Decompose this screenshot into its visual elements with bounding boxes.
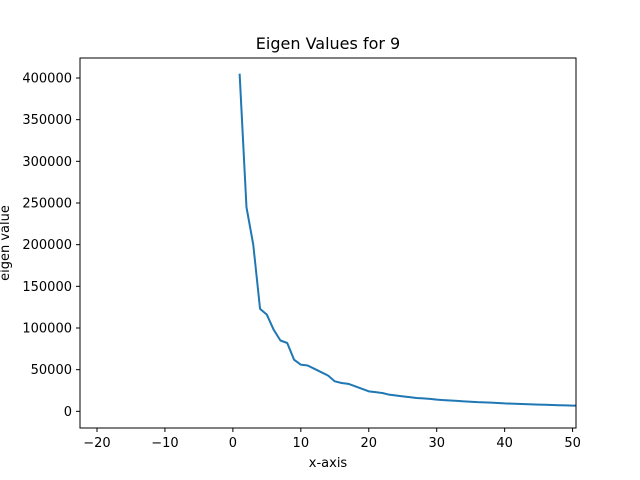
chart-title: Eigen Values for 9 [256,34,400,53]
y-tick-label: 100000 [22,322,72,337]
x-tick-label: 50 [564,436,581,451]
plot-frame [79,57,577,429]
x-tick-label: 40 [496,436,513,451]
series-line-0 [238,73,576,407]
x-tick-label: −10 [151,436,178,451]
y-tick-label: 50000 [31,363,72,378]
y-tick-label: 150000 [22,280,72,295]
y-tick-label: 200000 [22,238,72,253]
y-tick-label: 0 [64,405,72,420]
y-axis-title: eigen value [0,205,13,281]
y-tick-label: 350000 [22,113,72,128]
x-tick-label: 20 [360,436,377,451]
y-tick-label: 400000 [22,72,72,87]
x-tick-label: 30 [428,436,445,451]
x-tick-label: 0 [229,436,237,451]
x-tick-label: 10 [293,436,310,451]
x-axis-title: x-axis [309,456,348,471]
x-tick-label: −20 [83,436,110,451]
y-tick-label: 250000 [22,197,72,212]
y-tick-label: 300000 [22,155,72,170]
